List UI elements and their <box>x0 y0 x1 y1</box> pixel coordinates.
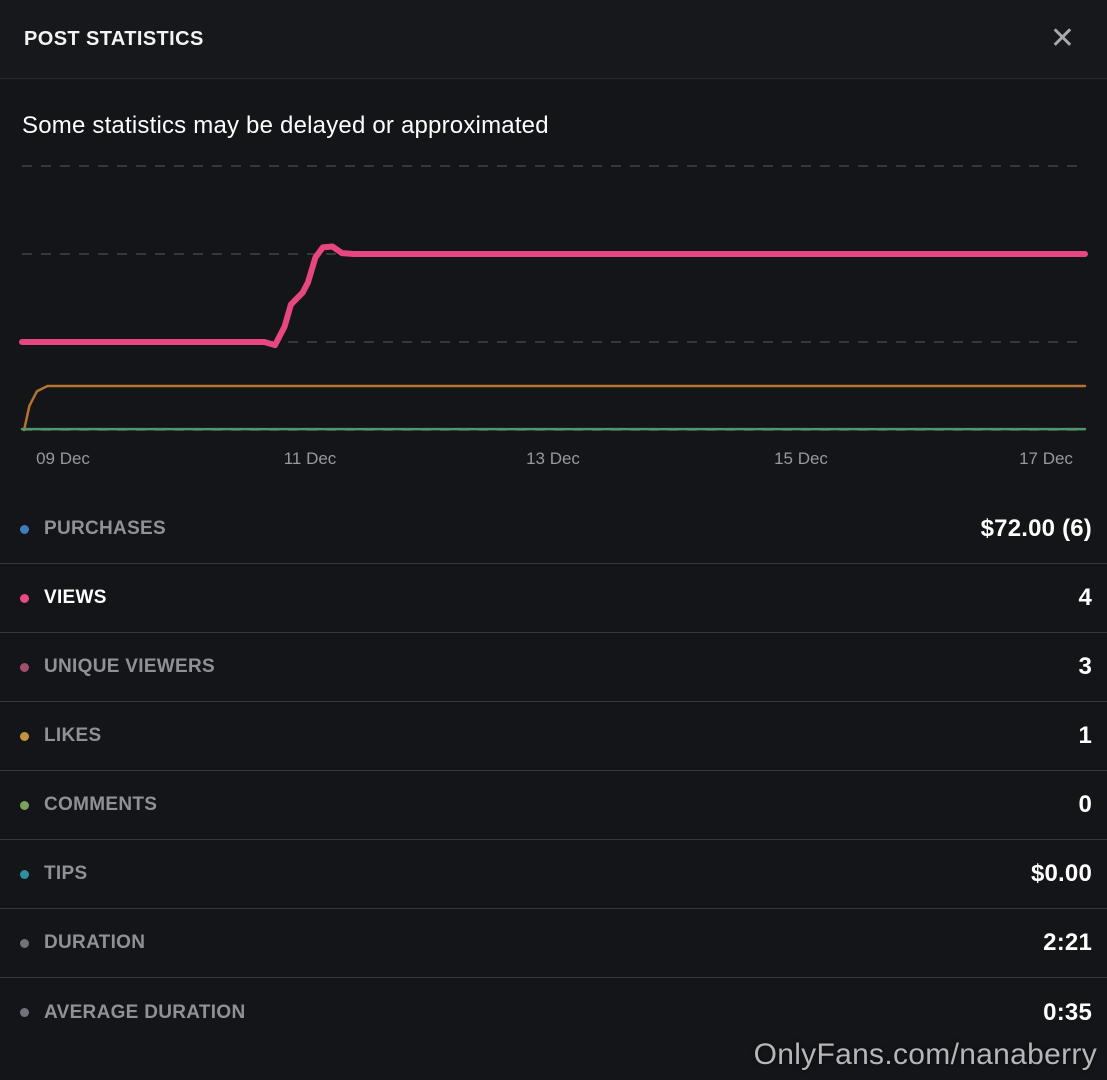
chart-canvas[interactable] <box>0 153 1107 443</box>
stat-label: DURATION <box>44 932 146 953</box>
legend-dot <box>20 800 29 810</box>
stat-value: 0 <box>1078 791 1092 818</box>
x-tick-label: 17 Dec <box>1019 449 1073 468</box>
legend-dot <box>20 938 29 948</box>
stats-list: PURCHASES $72.00 (6) VIEWS 4 UNIQUE VIEWERS 3… <box>0 495 1107 1047</box>
legend-dot <box>20 662 29 672</box>
stat-row-likes[interactable]: LIKES 1 <box>0 702 1107 771</box>
x-tick-label: 09 Dec <box>36 449 90 468</box>
stat-row-purchases[interactable]: PURCHASES $72.00 (6) <box>0 495 1107 564</box>
legend-dot <box>20 593 29 603</box>
stat-row-average-duration[interactable]: AVERAGE DURATION 0:35 <box>0 978 1107 1047</box>
x-tick-label: 13 Dec <box>526 449 580 468</box>
series-line-views <box>19 243 1088 349</box>
stat-value: 2:21 <box>1043 929 1092 956</box>
modal-header: POST STATISTICS ✕ <box>0 0 1107 79</box>
legend-dot <box>20 731 29 741</box>
stat-label: LIKES <box>44 725 102 746</box>
stat-value: $72.00 (6) <box>980 515 1092 542</box>
stat-value: 0:35 <box>1043 998 1092 1026</box>
stat-row-views[interactable]: VIEWS 4 <box>0 564 1107 633</box>
stat-value: 3 <box>1078 653 1092 680</box>
statistics-chart[interactable]: 09 Dec 11 Dec 13 Dec 15 Dec 17 Dec <box>0 153 1107 477</box>
stat-value: 1 <box>1078 722 1092 749</box>
legend-dot <box>20 869 29 879</box>
stat-label: PURCHASES <box>44 518 166 539</box>
stat-value: 4 <box>1078 584 1092 611</box>
stat-label: UNIQUE VIEWERS <box>44 656 215 677</box>
close-button[interactable]: ✕ <box>1042 20 1083 58</box>
stat-label: VIEWS <box>44 587 107 608</box>
legend-dot <box>20 524 29 534</box>
series-line-likes <box>22 384 1087 432</box>
legend-dot <box>20 1008 29 1017</box>
stat-label: TIPS <box>44 863 88 884</box>
stat-row-tips[interactable]: TIPS $0.00 <box>0 840 1107 909</box>
x-tick-label: 15 Dec <box>774 449 828 468</box>
stat-row-comments[interactable]: COMMENTS 0 <box>0 771 1107 840</box>
statistics-notice: Some statistics may be delayed or approx… <box>22 112 549 139</box>
stat-label: COMMENTS <box>44 794 158 815</box>
modal-title: POST STATISTICS <box>24 27 204 50</box>
x-axis-tick-labels: 09 Dec 11 Dec 13 Dec 15 Dec 17 Dec <box>0 443 1107 477</box>
close-icon: ✕ <box>1049 22 1075 55</box>
stat-row-unique-viewers[interactable]: UNIQUE VIEWERS 3 <box>0 633 1107 702</box>
x-tick-label: 11 Dec <box>283 449 337 468</box>
stat-row-duration[interactable]: DURATION 2:21 <box>0 909 1107 978</box>
stat-label: AVERAGE DURATION <box>44 1001 246 1023</box>
stat-value: $0.00 <box>1030 860 1092 887</box>
